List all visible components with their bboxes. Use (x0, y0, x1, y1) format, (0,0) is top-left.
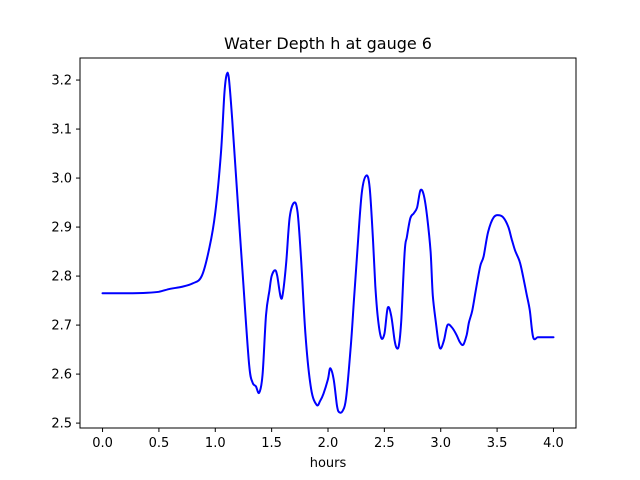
y-axis-ticks: 2.5 2.6 2.7 2.8 2.9 3.0 3.1 3.2 (51, 74, 80, 432)
x-tick-label: 1.5 (261, 436, 282, 451)
y-tick-label: 2.5 (51, 417, 72, 432)
x-tick-label: 2.5 (374, 436, 395, 451)
x-axis-label: hours (310, 456, 347, 471)
y-tick-label: 2.8 (51, 270, 72, 285)
series-line (101, 71, 555, 414)
x-tick-label: 0.0 (92, 436, 113, 451)
y-tick-label: 3.1 (51, 123, 72, 138)
x-axis-ticks: 0.0 0.5 1.0 1.5 2.0 2.5 3.0 3.5 4.0 (92, 428, 564, 451)
x-tick-label: 3.0 (430, 436, 451, 451)
y-tick-label: 2.6 (51, 368, 72, 383)
y-tick-label: 2.7 (51, 319, 72, 334)
plot-frame (79, 57, 577, 429)
x-tick-label: 2.0 (318, 436, 339, 451)
x-tick-label: 0.5 (149, 436, 170, 451)
y-tick-label: 3.2 (51, 74, 72, 89)
x-tick-label: 3.5 (487, 436, 508, 451)
y-tick-label: 3.0 (51, 172, 72, 187)
y-tick-label: 2.9 (51, 221, 72, 236)
x-tick-label: 4.0 (543, 436, 564, 451)
chart-title: Water Depth h at gauge 6 (224, 34, 432, 53)
x-tick-label: 1.0 (205, 436, 226, 451)
